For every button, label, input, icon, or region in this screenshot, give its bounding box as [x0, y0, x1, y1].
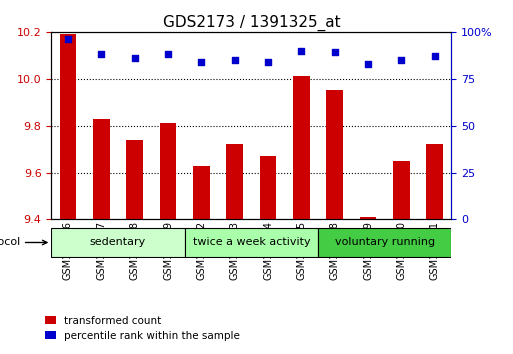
Bar — [126, 140, 143, 219]
Bar — [93, 119, 110, 219]
Title: GDS2173 / 1391325_at: GDS2173 / 1391325_at — [163, 14, 340, 30]
Bar — [193, 166, 210, 219]
Text: twice a week activity: twice a week activity — [192, 238, 310, 247]
Bar — [226, 144, 243, 219]
Point — [164, 52, 172, 57]
FancyBboxPatch shape — [318, 228, 451, 257]
Point — [230, 57, 239, 63]
Bar — [360, 217, 377, 219]
Point — [430, 53, 439, 59]
Legend: transformed count, percentile rank within the sample: transformed count, percentile rank withi… — [41, 312, 244, 345]
Point — [197, 59, 205, 65]
FancyBboxPatch shape — [185, 228, 318, 257]
Point — [130, 55, 139, 61]
Point — [264, 59, 272, 65]
Text: protocol: protocol — [0, 238, 47, 247]
Point — [64, 36, 72, 42]
Bar — [293, 76, 310, 219]
Bar — [393, 161, 410, 219]
Point — [397, 57, 405, 63]
Text: sedentary: sedentary — [90, 238, 146, 247]
Bar — [160, 123, 176, 219]
Point — [297, 48, 305, 53]
Point — [97, 52, 106, 57]
Bar — [260, 156, 277, 219]
FancyBboxPatch shape — [51, 228, 185, 257]
Text: voluntary running: voluntary running — [334, 238, 435, 247]
Point — [330, 50, 339, 55]
Bar — [426, 144, 443, 219]
Bar — [326, 91, 343, 219]
Bar — [60, 34, 76, 219]
Point — [364, 61, 372, 67]
